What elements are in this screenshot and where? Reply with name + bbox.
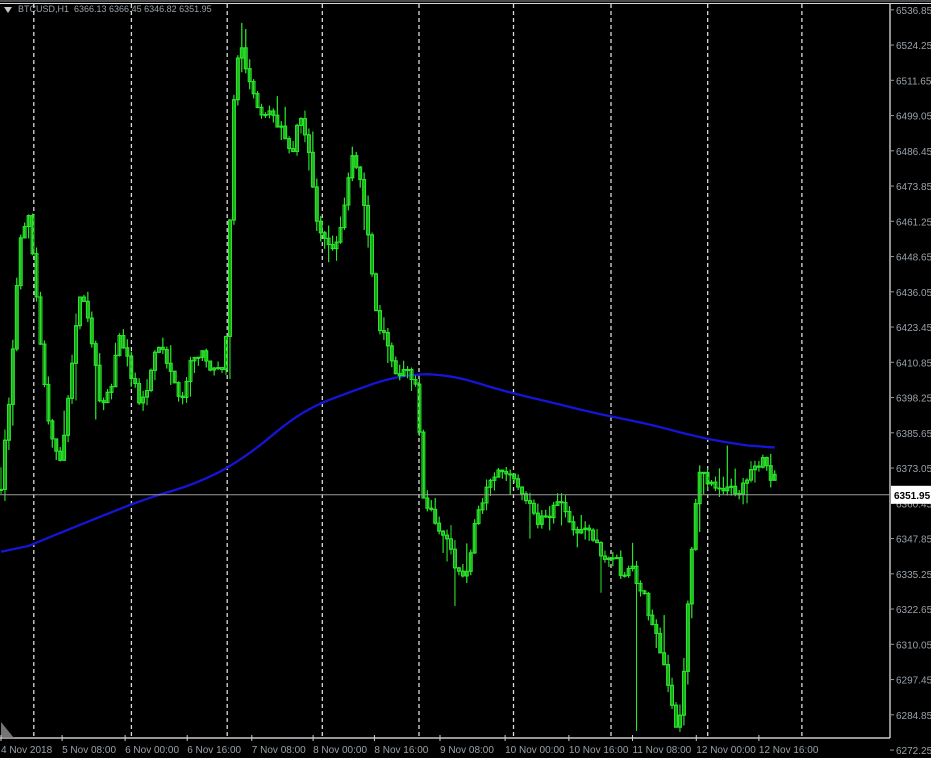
svg-text:6297.45: 6297.45 [896, 676, 931, 687]
svg-text:6524.25: 6524.25 [896, 41, 931, 52]
svg-text:6511.65: 6511.65 [896, 76, 931, 87]
svg-text:8 Nov 00:00: 8 Nov 00:00 [313, 745, 367, 756]
svg-text:6423.45: 6423.45 [896, 323, 931, 334]
svg-text:6398.25: 6398.25 [896, 394, 931, 405]
svg-text:6436.05: 6436.05 [896, 288, 931, 299]
svg-text:6385.65: 6385.65 [896, 429, 931, 440]
svg-text:6410.85: 6410.85 [896, 358, 931, 369]
svg-text:6351.95: 6351.95 [894, 491, 931, 502]
svg-text:6322.65: 6322.65 [896, 605, 931, 616]
svg-text:12 Nov 00:00: 12 Nov 00:00 [696, 745, 756, 756]
svg-text:4 Nov 2018: 4 Nov 2018 [1, 745, 53, 756]
svg-text:6473.85: 6473.85 [896, 182, 931, 193]
svg-text:11 Nov 08:00: 11 Nov 08:00 [633, 745, 692, 756]
svg-text:6486.45: 6486.45 [896, 147, 931, 158]
svg-text:10 Nov 16:00: 10 Nov 16:00 [569, 745, 629, 756]
svg-text:6 Nov 16:00: 6 Nov 16:00 [187, 745, 241, 756]
svg-text:6310.05: 6310.05 [896, 640, 931, 651]
svg-text:9 Nov 08:00: 9 Nov 08:00 [440, 745, 494, 756]
svg-text:6347.85: 6347.85 [896, 535, 931, 546]
svg-text:7 Nov 08:00: 7 Nov 08:00 [252, 745, 306, 756]
svg-text:6448.65: 6448.65 [896, 253, 931, 264]
svg-text:6499.05: 6499.05 [896, 112, 931, 123]
svg-text:6461.25: 6461.25 [896, 217, 931, 228]
svg-text:8 Nov 16:00: 8 Nov 16:00 [374, 745, 428, 756]
svg-text:6373.05: 6373.05 [896, 464, 931, 475]
svg-text:12 Nov 16:00: 12 Nov 16:00 [759, 745, 819, 756]
svg-text:6284.85: 6284.85 [896, 711, 931, 722]
svg-text:6272.25: 6272.25 [896, 746, 931, 757]
svg-text:6536.85: 6536.85 [896, 6, 931, 17]
svg-text:10 Nov 00:00: 10 Nov 00:00 [505, 745, 565, 756]
svg-text:6335.25: 6335.25 [896, 570, 931, 581]
svg-text:5 Nov 08:00: 5 Nov 08:00 [62, 745, 116, 756]
svg-text:6 Nov 00:00: 6 Nov 00:00 [125, 745, 179, 756]
